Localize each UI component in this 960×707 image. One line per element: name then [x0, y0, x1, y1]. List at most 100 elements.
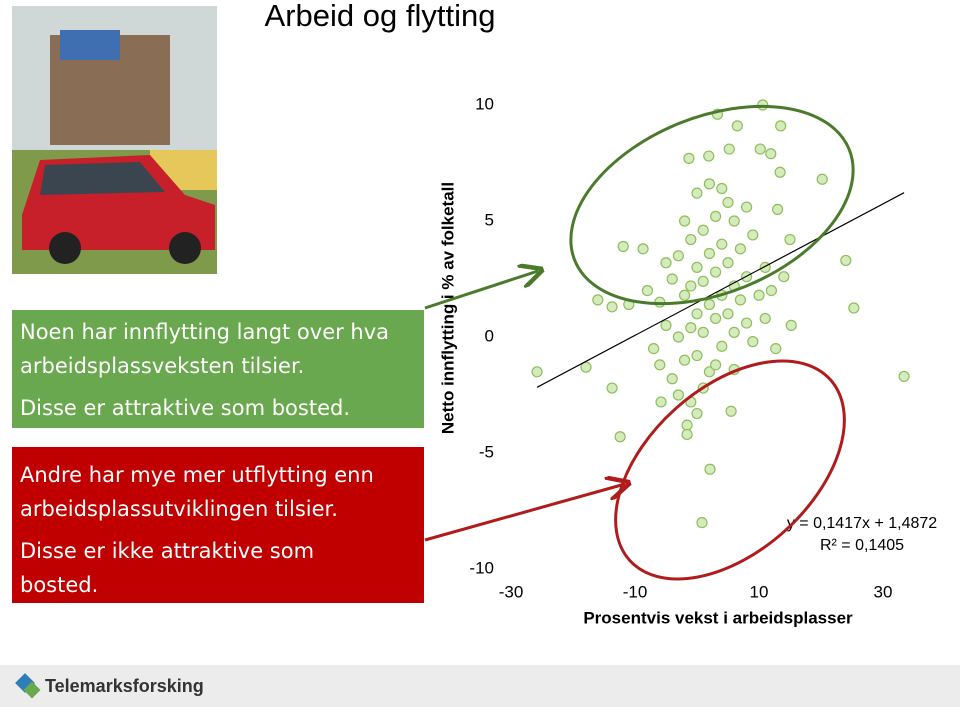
y-tick-label: 10: [475, 94, 494, 113]
scatter-point: [765, 148, 777, 160]
scatter-point: [728, 326, 740, 338]
y-tick-label: 0: [485, 326, 494, 345]
scatter-point: [709, 359, 722, 371]
scatter-point: [709, 312, 722, 325]
scatter-point: [696, 516, 708, 529]
photo: [12, 6, 217, 274]
scatter-point: [592, 294, 604, 306]
scatter-point: [647, 343, 660, 355]
footer: [0, 665, 960, 707]
box-text: arbeidsplassutviklingen tilsier.: [20, 497, 338, 521]
scatter-point: [666, 373, 678, 385]
scatter-point: [728, 215, 740, 227]
box-text: Andre har mye mer utflytting enn: [20, 463, 374, 487]
scatter-point: [785, 319, 797, 331]
scatter-point: [775, 120, 787, 132]
scatter-point: [637, 243, 649, 255]
scatter-point: [740, 201, 753, 213]
scatter-point: [716, 182, 728, 195]
scatter-point: [660, 257, 672, 269]
scatter-point: [778, 271, 790, 283]
scatter-point: [765, 285, 778, 297]
x-tick-label: 10: [750, 582, 769, 601]
x-tick-label: -10: [623, 582, 648, 601]
y-tick-label: -10: [469, 558, 494, 577]
scatter-point: [770, 343, 782, 355]
x-axis-label: Prosentvis vekst i arbeidsplasser: [583, 608, 853, 627]
scatter-point: [672, 250, 685, 262]
scatter-point: [691, 407, 703, 420]
scatter-point: [703, 247, 716, 260]
scatter-point: [617, 240, 629, 253]
trendline-equation: y = 0,1417x + 1,4872: [787, 515, 937, 532]
scatter-point: [734, 243, 747, 255]
scatter-point: [848, 302, 860, 314]
scatter-point: [685, 233, 697, 246]
scatter-point: [666, 273, 678, 285]
scatter-point: [734, 294, 747, 306]
highlight-ellipse: [569, 104, 855, 306]
box-text: Noen har innflytting langt over hva: [20, 320, 389, 344]
scatter-point: [722, 196, 734, 209]
trendline-r2: R² = 0,1405: [820, 537, 904, 554]
x-tick-label: 30: [874, 582, 893, 601]
scatter-point: [753, 289, 765, 301]
x-tick-label: -30: [499, 582, 524, 601]
box-text: arbeidsplassveksten tilsier.: [20, 354, 304, 378]
scatter-point: [723, 143, 735, 155]
scatter-point: [716, 238, 728, 250]
scatter-point: [716, 340, 728, 352]
scatter-point: [641, 285, 654, 297]
scatter-point: [606, 382, 618, 394]
scatter-point: [754, 143, 766, 155]
scatter-point: [691, 349, 703, 362]
scatter-point: [697, 224, 709, 236]
y-axis-label: Netto innflytting i % av folketall: [438, 182, 457, 434]
scatter-point: [722, 308, 734, 320]
scatter-point: [722, 257, 734, 269]
scatter-point: [678, 289, 691, 301]
box-text: Disse er ikke attraktive som: [20, 539, 314, 563]
scatter-point: [678, 215, 691, 227]
scatter-point: [703, 150, 715, 162]
green-box: [12, 310, 424, 428]
scatter-point: [691, 187, 703, 199]
scatter-point: [759, 312, 771, 325]
scatter-point: [709, 210, 722, 222]
scatter-point: [725, 405, 737, 417]
trendline: [536, 192, 905, 388]
scatter-point: [678, 354, 691, 366]
scatter-point: [655, 396, 667, 408]
scatter-point: [672, 331, 685, 343]
scatter-point: [681, 419, 693, 431]
scatter-point: [703, 298, 716, 311]
scatter-point: [703, 178, 716, 190]
scatter-point: [898, 370, 910, 383]
scatter-point: [774, 166, 786, 178]
red-box: [12, 447, 424, 603]
scatter-point: [747, 229, 759, 241]
scatter-point: [691, 308, 703, 320]
scatter-point: [654, 359, 666, 371]
arrow: [424, 271, 538, 310]
scatter-point: [731, 120, 743, 132]
scatter-point: [709, 266, 722, 278]
arrow: [424, 484, 625, 542]
scatter-point: [784, 233, 796, 246]
scatter-point: [531, 366, 543, 378]
highlight-ellipse: [614, 359, 846, 581]
scatter-point: [697, 326, 709, 338]
scatter-point: [685, 322, 697, 334]
box-text: bosted.: [20, 573, 98, 597]
logo-text: Telemarksforsking: [45, 676, 204, 696]
scatter-point: [740, 317, 753, 329]
box-text: Disse er attraktive som bosted.: [20, 396, 350, 420]
scatter-point: [747, 336, 759, 348]
scatter-point: [771, 203, 784, 215]
y-tick-label: 5: [485, 210, 494, 229]
scatter-point: [606, 301, 618, 313]
scatter-point: [840, 254, 852, 267]
scatter-point: [683, 152, 695, 164]
slide-title: Arbeid og flytting: [265, 0, 496, 33]
